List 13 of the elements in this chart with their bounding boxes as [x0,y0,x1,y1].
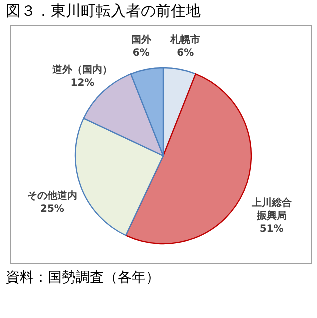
data-label: 51% [260,224,284,235]
chart-title: 図３．東川町転入者の前住地 [6,2,201,20]
data-label: 6% [177,48,194,60]
slice-label: 上川総合振興局 [250,196,293,222]
data-label: 12% [70,78,95,89]
data-label: 6% [132,48,150,60]
pie-slice [125,74,252,244]
slice-label: 道外（国内） [52,64,113,76]
slice-label: 札幌市 [170,34,201,46]
data-label: 25% [40,204,64,215]
slice-label: 国外 [131,34,152,46]
text: 資料：国勢調査（各年） [6,270,160,286]
slice-label: その他道内 [27,190,78,202]
